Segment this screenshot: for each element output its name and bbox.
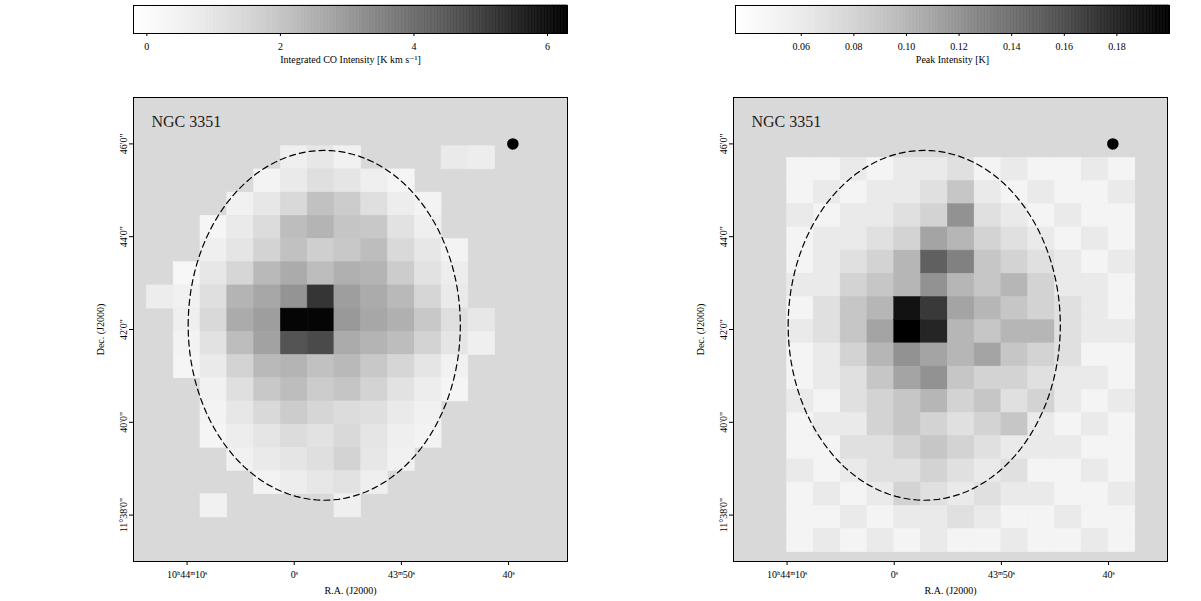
svg-text:0ˢ: 0ˢ — [891, 569, 898, 580]
svg-text:46'0": 46'0" — [118, 133, 129, 154]
svg-text:10ʰ44ᵐ10ˢ: 10ʰ44ᵐ10ˢ — [767, 569, 807, 580]
svg-text:0.16: 0.16 — [1056, 41, 1074, 52]
svg-text:0.10: 0.10 — [898, 41, 916, 52]
svg-text:Dec. (J2000): Dec. (J2000) — [95, 304, 107, 356]
svg-text:11°38'0": 11°38'0" — [118, 498, 129, 533]
svg-text:44'0": 44'0" — [118, 226, 129, 247]
svg-text:40ˢ: 40ˢ — [1102, 569, 1114, 580]
svg-text:42'0": 42'0" — [118, 319, 129, 340]
svg-text:2: 2 — [278, 41, 283, 52]
svg-text:46'0": 46'0" — [718, 133, 729, 154]
svg-text:NGC 3351: NGC 3351 — [152, 113, 222, 130]
svg-text:6: 6 — [545, 41, 550, 52]
svg-text:Peak Intensity [K]: Peak Intensity [K] — [916, 54, 989, 65]
svg-text:R.A. (J2000): R.A. (J2000) — [325, 585, 377, 597]
svg-text:44'0": 44'0" — [718, 226, 729, 247]
svg-text:40ˢ: 40ˢ — [502, 569, 514, 580]
svg-text:0ˢ: 0ˢ — [291, 569, 298, 580]
svg-text:0.06: 0.06 — [793, 41, 811, 52]
svg-text:4: 4 — [411, 41, 416, 52]
svg-text:0.14: 0.14 — [1003, 41, 1021, 52]
svg-text:40'0": 40'0" — [118, 412, 129, 433]
svg-text:Integrated CO Intensity [K km: Integrated CO Intensity [K km s⁻¹] — [280, 54, 421, 65]
svg-text:40'0": 40'0" — [718, 412, 729, 433]
svg-text:42'0": 42'0" — [718, 319, 729, 340]
svg-text:Dec. (J2000): Dec. (J2000) — [695, 304, 707, 356]
svg-text:43ᵐ50ˢ: 43ᵐ50ˢ — [388, 569, 415, 580]
svg-text:NGC 3351: NGC 3351 — [752, 113, 822, 130]
svg-text:0.12: 0.12 — [950, 41, 968, 52]
svg-text:43ᵐ50ˢ: 43ᵐ50ˢ — [988, 569, 1015, 580]
svg-text:0.18: 0.18 — [1108, 41, 1126, 52]
svg-text:0: 0 — [144, 41, 149, 52]
svg-text:0.08: 0.08 — [845, 41, 863, 52]
svg-text:11°38'0": 11°38'0" — [718, 498, 729, 533]
svg-text:10ʰ44ᵐ10ˢ: 10ʰ44ᵐ10ˢ — [167, 569, 207, 580]
svg-text:R.A. (J2000): R.A. (J2000) — [925, 585, 977, 597]
